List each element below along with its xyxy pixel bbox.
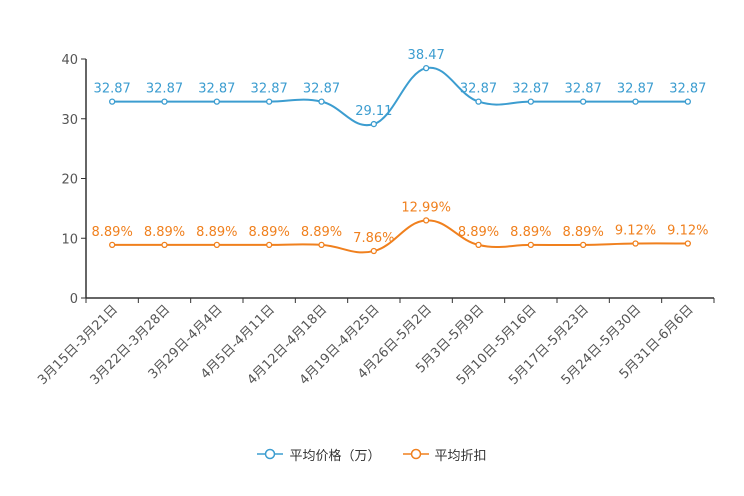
y-tick-label: 40 <box>61 53 78 68</box>
series-0-data-label: 32.87 <box>198 82 235 97</box>
legend-line-marker-icon <box>257 448 284 460</box>
series-1-data-label: 8.89% <box>510 225 551 240</box>
series-0-point[interactable] <box>266 98 273 105</box>
series-0-point[interactable] <box>109 98 116 105</box>
series-0-data-label: 32.87 <box>565 82 602 97</box>
legend-item-0[interactable]: 平均价格（万） <box>257 445 381 464</box>
series-0-data-label: 32.87 <box>460 82 497 97</box>
series-1-data-label: 7.86% <box>353 231 394 246</box>
series-1-point[interactable] <box>370 247 377 255</box>
series-1-data-label: 9.12% <box>615 224 656 239</box>
series-1-point[interactable] <box>632 240 639 247</box>
series-0-point[interactable] <box>632 98 639 105</box>
y-tick-label: 0 <box>70 292 78 307</box>
series-0-data-label: 32.87 <box>146 82 183 97</box>
series-0-data-label: 32.87 <box>512 82 549 97</box>
series-1-data-label: 8.89% <box>196 225 237 240</box>
series-1-data-label: 8.89% <box>301 225 342 240</box>
series-1-data-label: 9.12% <box>667 224 708 239</box>
legend-item-1[interactable]: 平均折扣 <box>402 445 487 464</box>
series-1-point[interactable] <box>161 241 168 249</box>
series-0-data-label: 32.87 <box>617 82 654 97</box>
series-1-point[interactable] <box>266 241 273 249</box>
series-layer <box>109 64 691 255</box>
series-1-data-label: 8.89% <box>144 225 185 240</box>
series-0-data-label: 29.11 <box>355 104 392 119</box>
series-0-point[interactable] <box>527 98 534 105</box>
series-1-point[interactable] <box>475 241 482 249</box>
series-1-point[interactable] <box>213 241 220 249</box>
series-0-point[interactable] <box>580 98 587 105</box>
series-0-data-label: 38.47 <box>408 48 445 63</box>
series-1-data-label: 8.89% <box>563 225 604 240</box>
data-labels: 32.87 32.87 32.87 32.87 32.87 29.11 38.47 32.87… <box>92 48 709 246</box>
series-1-data-label: 8.89% <box>249 225 290 240</box>
series-0-point[interactable] <box>161 98 168 105</box>
series-0-point[interactable] <box>423 64 430 72</box>
legend-line-marker-icon <box>402 448 429 460</box>
y-tick-label: 10 <box>61 232 78 247</box>
series-0-point[interactable] <box>475 98 482 105</box>
series-0-point[interactable] <box>213 98 220 105</box>
series-1-point[interactable] <box>527 241 534 249</box>
series-0-point[interactable] <box>684 98 691 105</box>
series-1-data-label: 8.89% <box>92 225 133 240</box>
legend-label: 平均价格（万） <box>289 448 381 464</box>
series-0-data-label: 32.87 <box>669 82 706 97</box>
series-1-point[interactable] <box>684 240 691 247</box>
y-tick-label: 20 <box>61 173 78 188</box>
y-tick-label: 30 <box>61 113 78 128</box>
series-1-point[interactable] <box>318 241 325 249</box>
series-1-data-label: 8.89% <box>458 225 499 240</box>
series-0-point[interactable] <box>370 120 377 128</box>
legend: 平均价格（万） 平均折扣 <box>0 444 744 464</box>
series-0-data-label: 32.87 <box>94 82 131 97</box>
series-0-data-label: 32.87 <box>303 82 340 97</box>
series-0-point[interactable] <box>318 98 325 105</box>
series-1-point[interactable] <box>109 241 116 249</box>
series-1-point[interactable] <box>423 217 430 224</box>
legend-label: 平均折扣 <box>434 448 487 464</box>
series-0-data-label: 32.87 <box>251 82 288 97</box>
series-1-data-label: 12.99% <box>401 200 451 215</box>
series-1-point[interactable] <box>580 241 587 249</box>
